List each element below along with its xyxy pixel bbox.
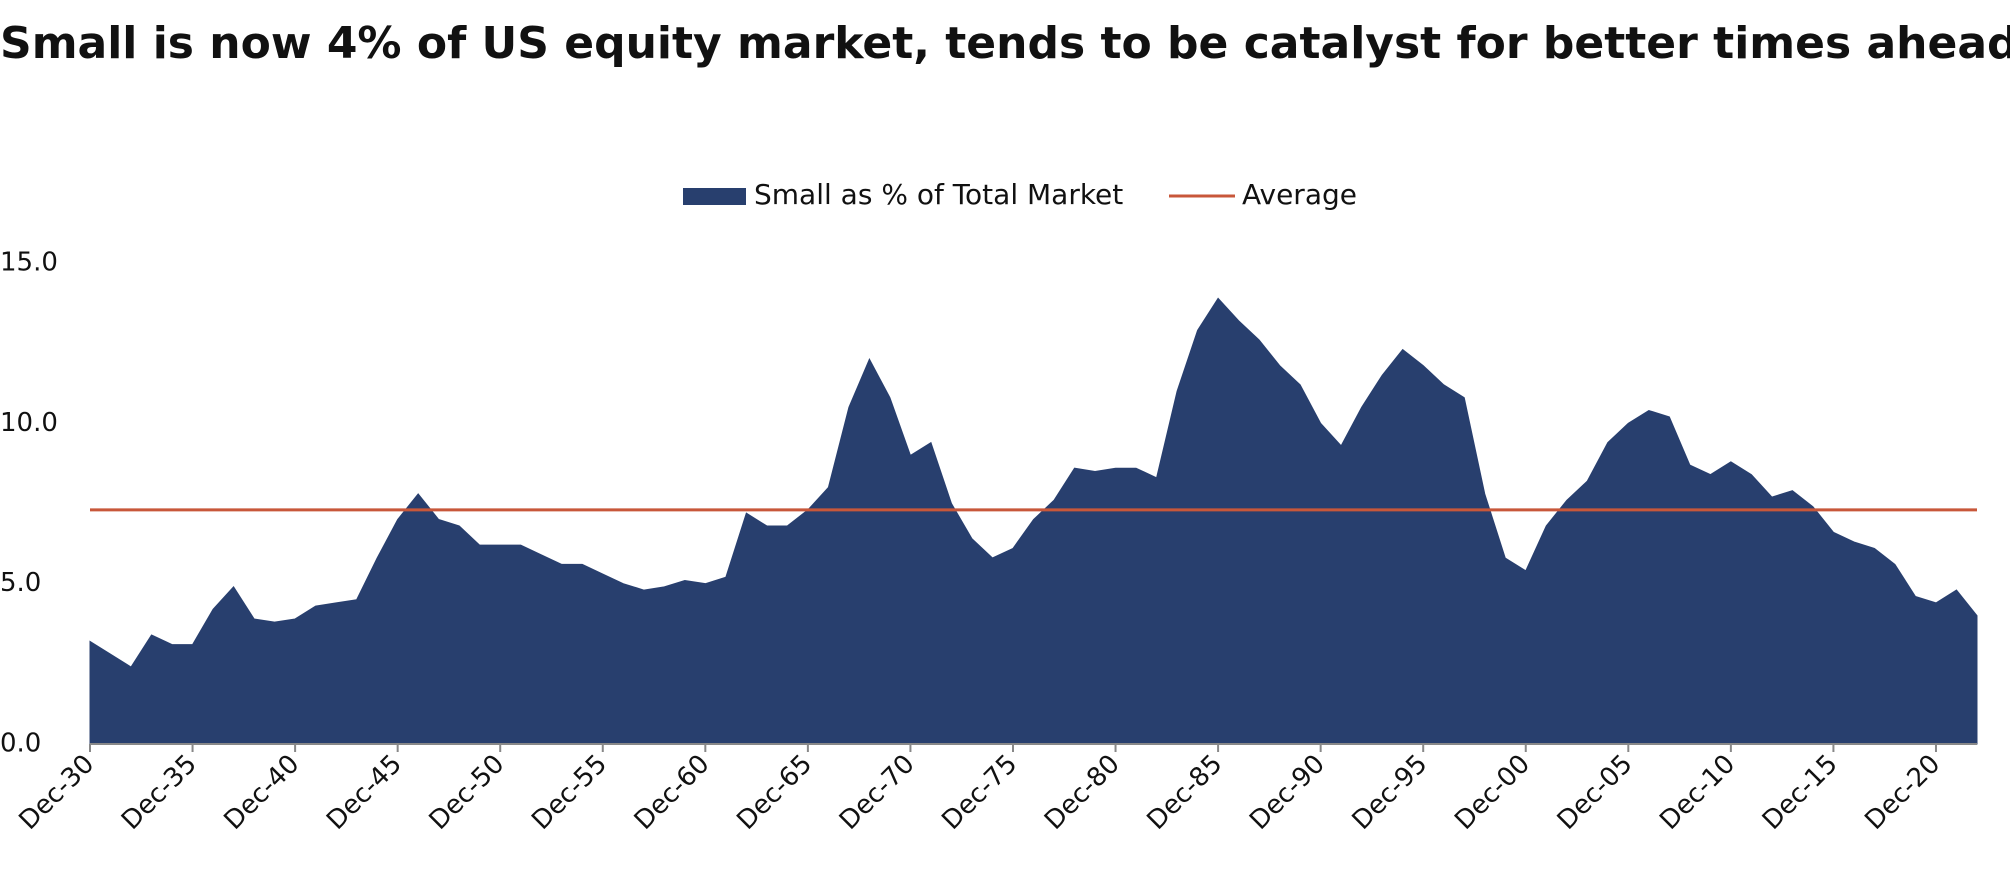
legend-swatch bbox=[683, 188, 746, 205]
x-tick-label: Dec-40 bbox=[219, 749, 306, 836]
x-tick-label: Dec-45 bbox=[321, 749, 408, 836]
x-tick-label: Dec-50 bbox=[424, 749, 511, 836]
x-tick-label: Dec-15 bbox=[1757, 749, 1844, 836]
area bbox=[89, 297, 1978, 745]
x-tick-label: Dec-30 bbox=[13, 749, 100, 836]
y-tick-label: 15.0 bbox=[0, 248, 58, 278]
y-tick-label: 0.0 bbox=[0, 729, 41, 759]
y-tick-label: 10.0 bbox=[0, 408, 58, 438]
x-tick-label: Dec-00 bbox=[1449, 749, 1536, 836]
x-tick-label: Dec-20 bbox=[1859, 749, 1946, 836]
x-tick-label: Dec-35 bbox=[116, 749, 203, 836]
x-tick-label: Dec-05 bbox=[1552, 749, 1639, 836]
x-tick-label: Dec-90 bbox=[1244, 749, 1331, 836]
x-tick-label: Dec-95 bbox=[1347, 749, 1434, 836]
x-tick-label: Dec-70 bbox=[834, 749, 921, 836]
legend-label: Average bbox=[1242, 178, 1357, 211]
legend-label: Small as % of Total Market bbox=[754, 178, 1123, 211]
x-tick-label: Dec-55 bbox=[526, 749, 613, 836]
y-tick-label: 5.0 bbox=[0, 568, 41, 598]
x-tick-label: Dec-10 bbox=[1654, 749, 1741, 836]
chart-title: Small is now 4% of US equity market, ten… bbox=[0, 18, 2010, 69]
x-tick-label: Dec-85 bbox=[1142, 749, 1229, 836]
x-tick-label: Dec-65 bbox=[731, 749, 818, 836]
x-tick-label: Dec-60 bbox=[629, 749, 716, 836]
x-tick-label: Dec-75 bbox=[936, 749, 1023, 836]
x-tick-label: Dec-80 bbox=[1039, 749, 1126, 836]
